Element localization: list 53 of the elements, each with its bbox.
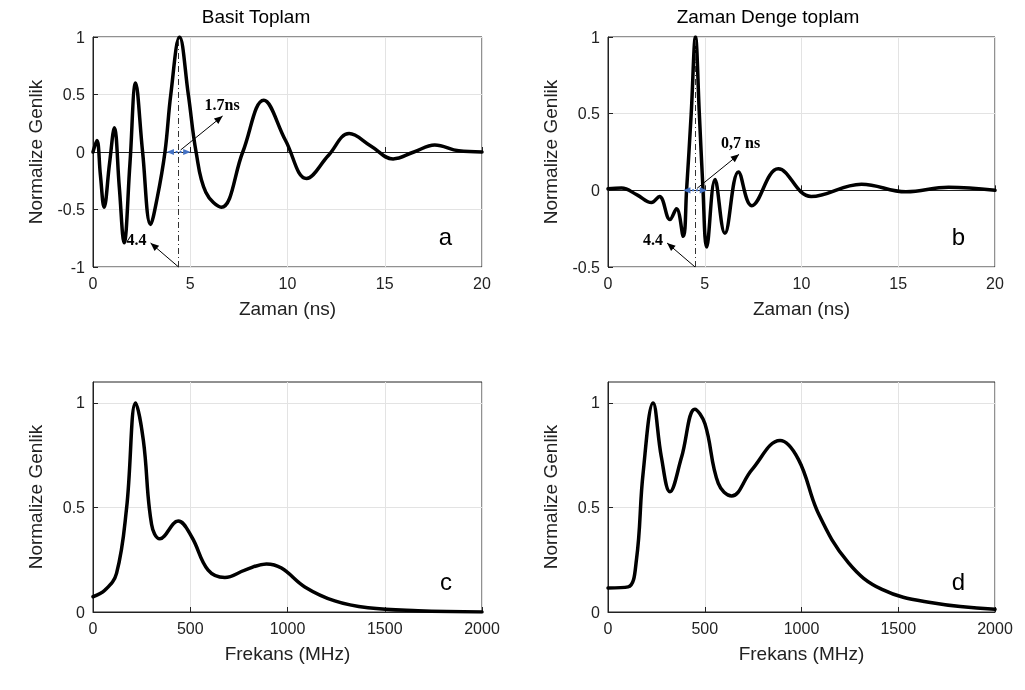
y-tick-label: 0: [591, 181, 601, 199]
x-axis-title: Zaman (ns): [752, 298, 851, 319]
x-tick-label: 1000: [783, 619, 820, 637]
x-tick-label: 10: [792, 274, 811, 292]
x-tick-label: 0: [603, 274, 613, 292]
x-tick-label: 10: [278, 274, 297, 292]
annotation: 4.4: [126, 231, 147, 248]
x-tick-label: 0: [88, 274, 98, 292]
y-tick-label: 0.5: [577, 105, 601, 123]
annotation: 1.7ns: [204, 96, 240, 113]
x-tick-label: 15: [375, 274, 394, 292]
x-tick-label: 15: [889, 274, 908, 292]
y-tick-label: 1: [76, 394, 86, 412]
x-tick-label: 1500: [880, 619, 917, 637]
annotation: 0,7 ns: [721, 134, 761, 152]
annotation: d: [951, 568, 965, 595]
x-tick-label: 20: [986, 274, 1004, 292]
x-tick-label: 0: [603, 619, 613, 637]
y-axis-title: Normalize Genlik: [540, 79, 561, 225]
x-tick-label: 500: [176, 619, 204, 637]
y-tick-label: 0: [76, 603, 86, 621]
x-tick-label: 20: [473, 274, 491, 292]
annotation: c: [440, 568, 452, 595]
y-tick-label: 0: [76, 143, 86, 161]
x-axis-title: Zaman (ns): [238, 298, 337, 319]
y-tick-label: -0.5: [57, 201, 86, 218]
y-axis-title: Normalize Genlik: [25, 79, 46, 225]
x-tick-label: 5: [700, 274, 710, 292]
y-tick-label: -1: [70, 258, 86, 276]
x-tick-label: 5: [185, 274, 195, 292]
y-axis-title: Normalize Genlik: [540, 424, 561, 570]
y-tick-label: 0.5: [62, 498, 86, 516]
x-tick-label: 2000: [464, 619, 500, 637]
x-tick-label: 1500: [366, 619, 403, 637]
x-tick-label: 500: [691, 619, 719, 637]
x-axis-title: Frekans (MHz): [224, 643, 351, 664]
y-tick-label: -0.5: [572, 258, 601, 276]
y-tick-label: 1: [591, 28, 601, 46]
y-tick-label: 0: [591, 603, 601, 621]
x-tick-label: 2000: [977, 619, 1013, 637]
chart-title: Basit Toplam: [201, 6, 311, 27]
y-tick-label: 0.5: [62, 86, 86, 103]
y-tick-label: 0.5: [577, 498, 601, 516]
x-axis-title: Frekans (MHz): [738, 643, 865, 664]
chart-title: Zaman Denge toplam: [676, 6, 860, 27]
x-tick-label: 1000: [269, 619, 306, 637]
y-axis-title: Normalize Genlik: [25, 424, 46, 570]
y-tick-label: 1: [76, 28, 86, 46]
annotation: a: [438, 223, 453, 250]
y-tick-label: 1: [591, 394, 601, 412]
x-tick-label: 0: [88, 619, 98, 637]
annotation: 4.4: [643, 231, 664, 248]
annotation: b: [951, 223, 965, 250]
